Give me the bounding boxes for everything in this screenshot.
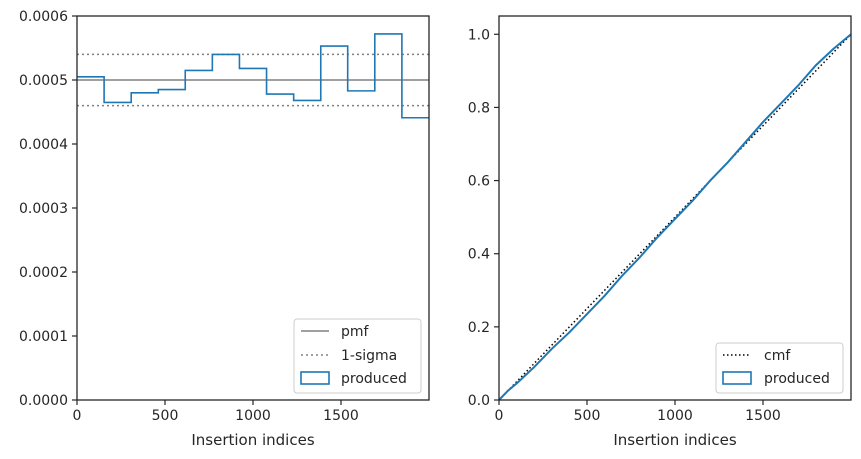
y-tick-label: 0.4 (468, 247, 490, 263)
legend-box (293, 318, 422, 394)
x-tick-label: 1500 (323, 408, 359, 424)
y-tick-label: 0.8 (468, 100, 490, 116)
y-tick-label: 0.6 (468, 174, 490, 190)
x-tick-label: 500 (152, 408, 179, 424)
y-tick-label: 0.0 (468, 393, 490, 409)
y-tick-label: 1.0 (468, 27, 490, 43)
x-axis-label: Insertion indices (191, 431, 314, 449)
cmf-line (498, 33, 852, 401)
x-tick-label: 1500 (745, 408, 781, 424)
legend-produced-label: produced (764, 371, 830, 387)
x-tick-label: 500 (574, 408, 601, 424)
y-tick-label: 0.0005 (19, 73, 68, 89)
y-tick-label: 0.0006 (19, 9, 68, 25)
legend-sigma-label: 1-sigma (341, 348, 397, 364)
legend-produced-swatch (722, 371, 752, 385)
legend-pmf-label: pmf (341, 324, 370, 340)
x-axis-label: Insertion indices (613, 431, 736, 449)
pmf-histogram-panel: 0 500 1000 1500 0.0000 0.0001 0.0002 0.0003 0.00… (19, 9, 430, 449)
x-tick-label: 1000 (235, 408, 271, 424)
x-tick-label: 1000 (657, 408, 693, 424)
y-tick-label: 0.0001 (19, 329, 68, 345)
y-tick-label: 0.0004 (19, 137, 68, 153)
legend-produced-swatch (300, 371, 330, 385)
plot-frame (498, 15, 852, 401)
legend-produced-label: produced (341, 371, 407, 387)
legend: pmf 1-sigma produced (293, 318, 422, 394)
y-tick-label: 0.0000 (19, 393, 68, 409)
x-tick-label: 0 (495, 408, 504, 424)
legend-cmf-label: cmf (764, 348, 791, 364)
produced-cumulative-line (498, 33, 852, 401)
y-tick-label: 0.2 (468, 320, 490, 336)
y-tick-label: 0.0003 (19, 201, 68, 217)
produced-histogram (77, 33, 429, 119)
y-tick-label: 0.0002 (19, 265, 68, 281)
legend: cmf produced (715, 342, 844, 394)
x-tick-label: 0 (73, 408, 82, 424)
cmf-panel: 0 500 1000 1500 0.0 0.2 0.4 0.6 0.8 1.0 Insertion … (468, 15, 852, 449)
